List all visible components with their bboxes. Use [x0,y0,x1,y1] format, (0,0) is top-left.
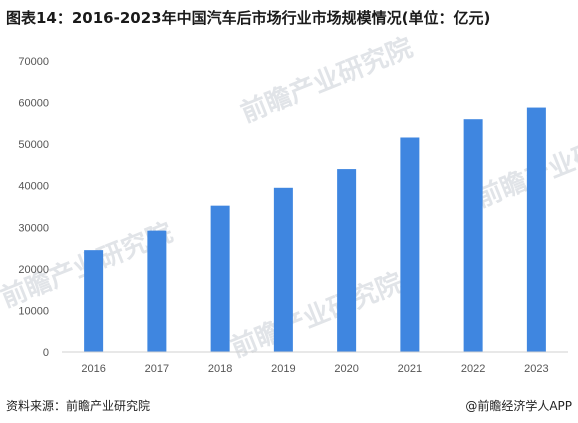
bar-2020 [337,169,357,352]
y-tick-label: 70000 [18,56,49,68]
bar-2017 [147,230,167,352]
x-tick-label: 2023 [524,363,548,375]
y-tick-label: 30000 [18,222,49,234]
x-tick-label: 2022 [461,363,485,375]
y-axis: 0 10000 20000 30000 40000 50000 60000 70000 [18,56,49,359]
source-note: 资料来源：前瞻产业研究院 [6,399,151,413]
y-tick-label: 0 [43,347,49,359]
bar-2023 [526,107,546,352]
bar-2021 [400,137,420,352]
bars-group [84,107,546,352]
x-axis: 2016 2017 2018 2019 2020 2021 2022 2023 [62,351,568,375]
x-tick-label: 2017 [145,363,169,375]
credit-note: @前瞻经济学人APP [465,399,572,413]
y-tick-label: 40000 [18,181,49,193]
y-tick-label: 10000 [18,305,49,317]
bar-2016 [84,250,104,352]
bar-2022 [463,119,483,352]
y-tick-label: 20000 [18,264,49,276]
chart-title: 图表14：2016-2023年中国汽车后市场行业市场规模情况(单位：亿元) [6,9,491,27]
x-tick-label: 2020 [334,363,358,375]
x-tick-label: 2021 [398,363,422,375]
x-tick-label: 2016 [81,363,105,375]
x-tick-label: 2019 [271,363,295,375]
y-tick-label: 60000 [18,98,49,110]
y-tick-label: 50000 [18,139,49,151]
x-tick-label: 2018 [208,363,232,375]
bar-2019 [273,187,293,352]
bar-2018 [210,205,230,352]
